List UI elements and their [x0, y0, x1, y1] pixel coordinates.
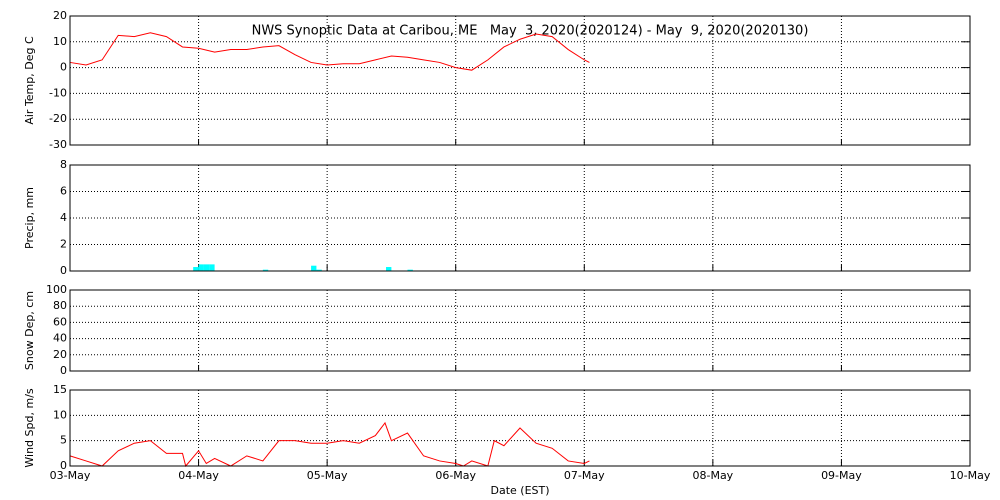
bar [407, 269, 413, 271]
bar [203, 264, 210, 271]
y-tick-label: 10 [53, 408, 67, 421]
x-tick-label: 04-May [178, 469, 219, 482]
y-tick-label: 20 [53, 9, 67, 22]
bar [386, 267, 392, 271]
y-tick-label: 60 [53, 315, 67, 328]
y-tick-label: -30 [49, 138, 67, 151]
y-tick-label: 2 [60, 238, 67, 251]
y-tick-label: 10 [53, 35, 67, 48]
y-tick-label: 20 [53, 348, 67, 361]
y-tick-label: 0 [60, 364, 67, 377]
x-tick-label: 03-May [50, 469, 91, 482]
y-tick-label: 80 [53, 299, 67, 312]
plot-frame [69, 389, 971, 467]
y-tick-label: 8 [60, 158, 67, 171]
y-axis-label: Air Temp, Deg C [23, 36, 36, 125]
y-tick-label: 4 [60, 211, 67, 224]
bar [311, 265, 317, 271]
y-tick-label: 0 [60, 61, 67, 74]
y-axis-label: Snow Dep, cm [23, 291, 36, 370]
y-tick-label: 15 [53, 383, 67, 396]
plot-frame [69, 164, 971, 272]
y-tick-label: 0 [60, 264, 67, 277]
bar [209, 264, 215, 271]
data-line [69, 32, 590, 71]
data-line [69, 421, 590, 468]
y-tick-label: -20 [49, 112, 67, 125]
y-tick-label: -10 [49, 86, 67, 99]
y-tick-label: 100 [46, 283, 67, 296]
chart-title: NWS Synoptic Data at Caribou, ME May 3, … [252, 24, 809, 39]
bar [193, 267, 199, 271]
plot-frame [69, 15, 971, 146]
y-tick-label: 0 [60, 459, 67, 472]
y-tick-label: 5 [60, 434, 67, 447]
x-tick-label: 07-May [564, 469, 605, 482]
y-tick-label: 40 [53, 332, 67, 345]
bar [262, 269, 269, 271]
x-tick-label: 08-May [692, 469, 733, 482]
y-tick-label: 6 [60, 185, 67, 198]
bar [198, 264, 204, 271]
y-axis-label: Precip, mm [23, 187, 36, 249]
x-tick-label: 06-May [435, 469, 476, 482]
x-axis-label: Date (EST) [490, 484, 549, 497]
bar [316, 269, 322, 271]
y-axis-label: Wind Spd, m/s [23, 388, 36, 468]
x-tick-label: 09-May [821, 469, 862, 482]
x-tick-label: 10-May [950, 469, 991, 482]
x-tick-label: 05-May [307, 469, 348, 482]
plot-frame [69, 289, 971, 372]
